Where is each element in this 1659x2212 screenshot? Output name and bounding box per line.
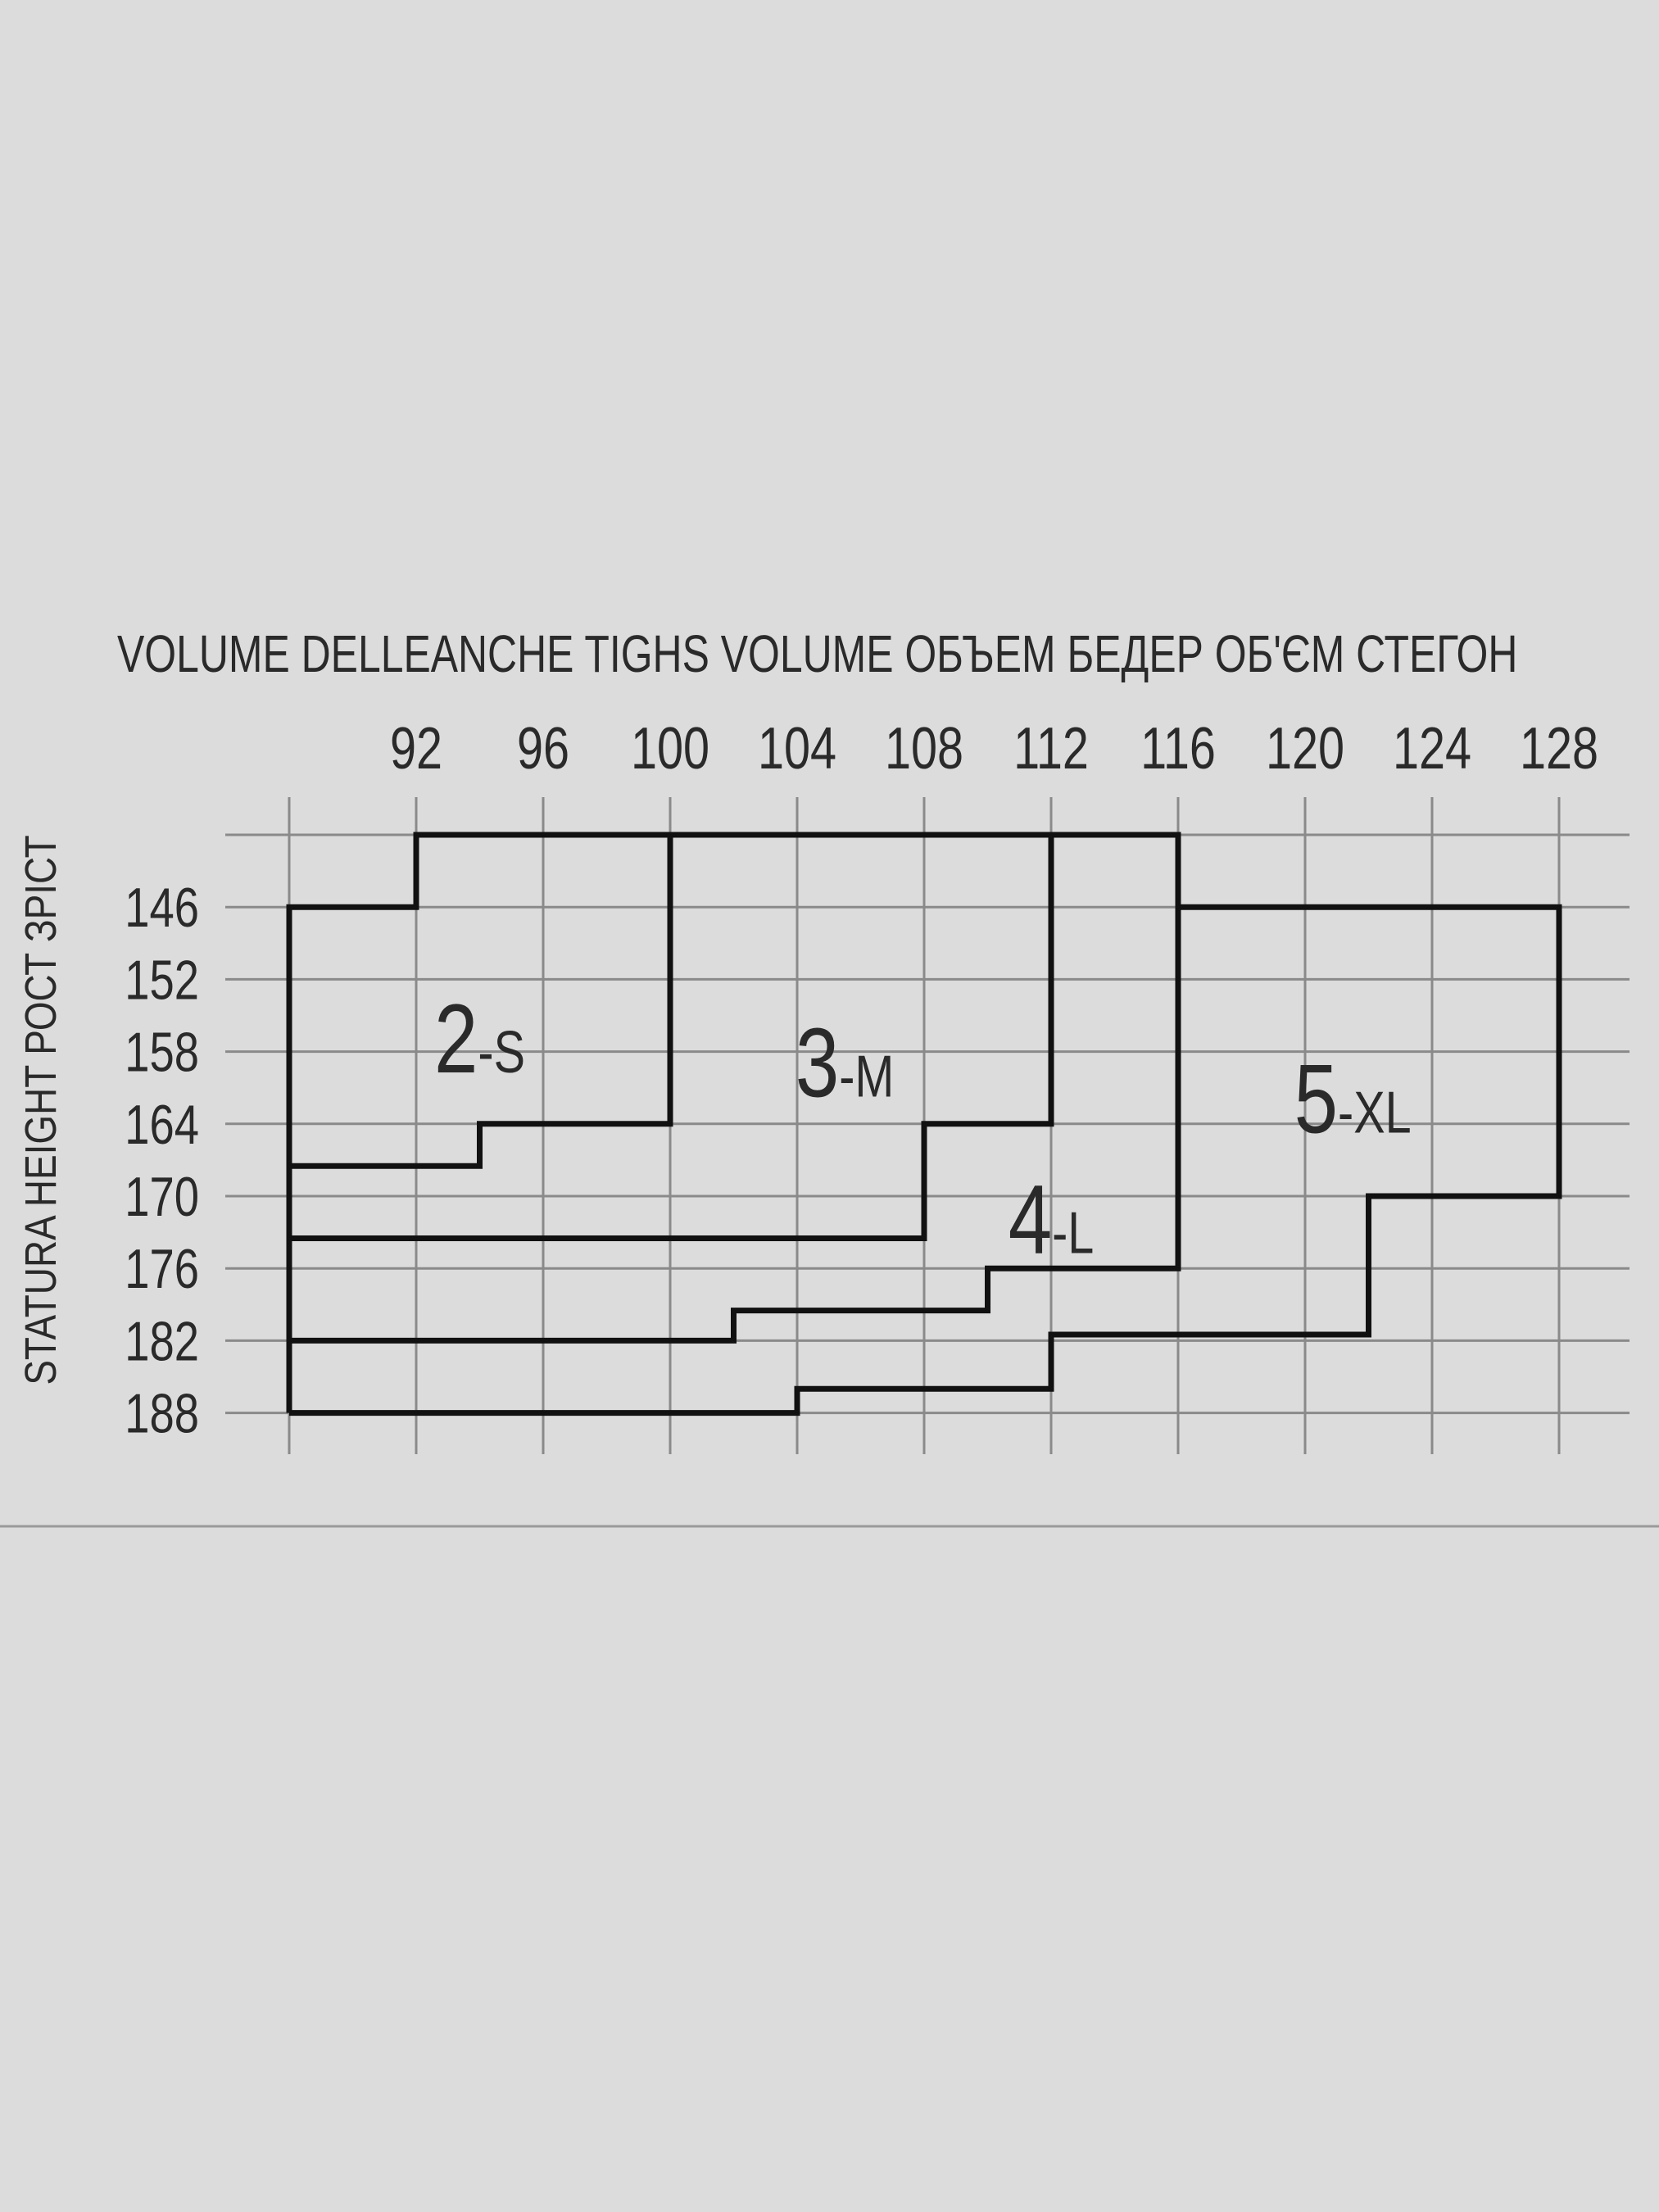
y-tick-label: 176 [125, 1238, 199, 1300]
size-number: 4 [1009, 1165, 1052, 1275]
x-tick-label: 116 [1140, 715, 1216, 782]
size-label: 2-S [434, 985, 525, 1095]
size-letter: -S [478, 1019, 525, 1086]
x-tick-label: 120 [1266, 715, 1344, 782]
size-letter: -L [1052, 1199, 1094, 1266]
size-boundary-m [289, 832, 1054, 1241]
x-tick-label: 112 [1013, 715, 1089, 782]
size-number: 3 [796, 1009, 839, 1118]
size-number: 2 [434, 985, 478, 1095]
size-number: 5 [1294, 1045, 1338, 1154]
y-tick-label: 146 [125, 877, 199, 939]
x-tick-label: 96 [517, 715, 569, 782]
x-tick-label: 124 [1393, 715, 1471, 782]
size-labels: 2-S 3-M 4-L 5-XL [434, 985, 1412, 1275]
y-tick-label: 170 [125, 1166, 199, 1228]
y-tick-label: 152 [125, 950, 199, 1012]
y-tick-label: 182 [125, 1311, 199, 1373]
tick-labels: 92 96 100 104 108 112 116 120 124 128 146 152 158 164… [125, 715, 1598, 1445]
y-tick-label: 188 [125, 1383, 199, 1445]
size-letter: -XL [1338, 1079, 1412, 1145]
y-tick-label: 158 [125, 1022, 199, 1084]
y-axis-label: STATURA HEIGHT РОСТ ЗРІСТ [16, 835, 66, 1385]
x-tick-label: 128 [1520, 715, 1598, 782]
x-tick-label: 108 [885, 715, 963, 782]
y-tick-label: 164 [125, 1094, 199, 1156]
size-label: 3-M [796, 1009, 895, 1118]
chart-title: VOLUME DELLEANCHE TIGHS VOLUME ОБЪЕМ БЕД… [117, 625, 1517, 683]
x-tick-label: 92 [390, 715, 442, 782]
size-letter: -M [839, 1043, 894, 1109]
size-outlines [286, 832, 1562, 1416]
size-label: 4-L [1009, 1165, 1095, 1275]
x-tick-label: 104 [758, 715, 836, 782]
x-tick-label: 100 [631, 715, 709, 782]
size-label: 5-XL [1294, 1045, 1412, 1154]
size-boundary-xl [289, 904, 1562, 1416]
